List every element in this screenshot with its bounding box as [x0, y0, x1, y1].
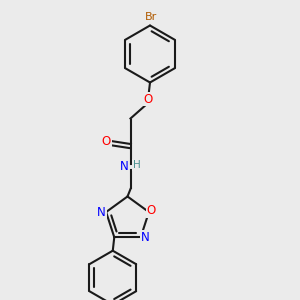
Text: N: N [97, 206, 106, 218]
Text: O: O [147, 204, 156, 217]
Text: O: O [102, 134, 111, 148]
Text: Br: Br [146, 11, 158, 22]
Text: H: H [133, 160, 141, 170]
Text: N: N [141, 231, 150, 244]
Text: N: N [119, 160, 128, 173]
Text: O: O [144, 92, 153, 106]
